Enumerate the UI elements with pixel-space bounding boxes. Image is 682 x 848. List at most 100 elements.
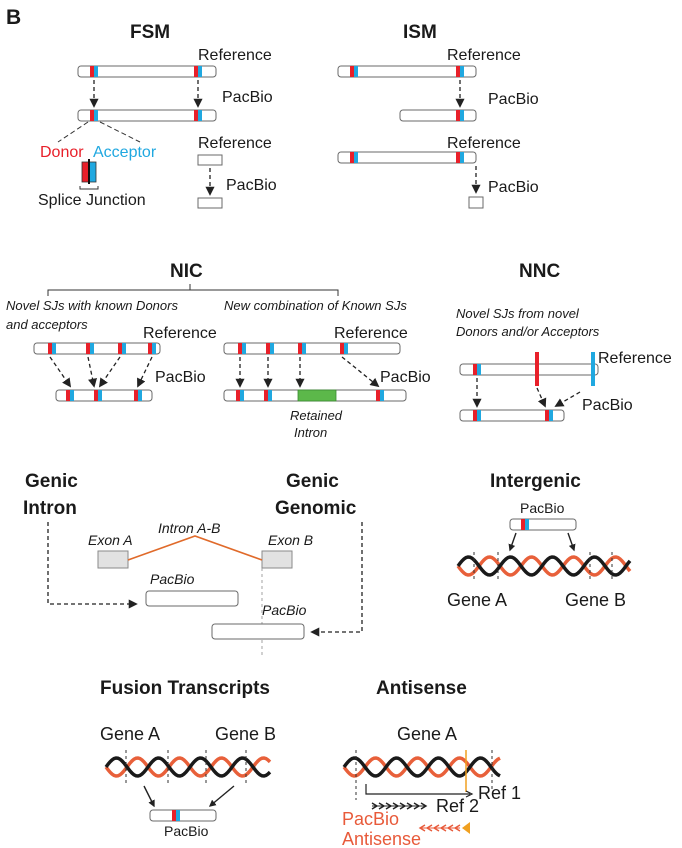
intergenic-pacbio-label: PacBio — [520, 500, 565, 516]
donor-mark — [48, 343, 52, 354]
acceptor-mark — [477, 410, 481, 421]
nnc-desc-2: Donors and/or Acceptors — [456, 324, 600, 339]
genic-genomic-title-2: Genomic — [275, 498, 357, 519]
acceptor-mark — [98, 390, 102, 401]
donor-mark — [473, 364, 477, 375]
fsm-pacbio-label: PacBio — [222, 89, 273, 106]
fusion-arrow — [143, 785, 155, 808]
fsm-section: FSM Reference PacBio Donor Acceptor Spli… — [38, 22, 277, 209]
intergenic-section: Intergenic PacBio Gene A Gene B — [447, 471, 632, 610]
ref2-label: Ref 2 — [436, 796, 479, 816]
ref1-transcript — [365, 784, 470, 795]
donor-mark — [134, 390, 138, 401]
genic-genomic-title-1: Genic — [286, 471, 339, 492]
fusion-arrow — [208, 785, 235, 807]
retained-intron-block — [297, 389, 337, 402]
acceptor-mark — [152, 343, 156, 354]
donor-mark — [264, 390, 268, 401]
genic-intron-transcript — [145, 590, 239, 607]
antisense-title: Antisense — [376, 678, 467, 699]
fusion-gene-b-label: Gene B — [215, 724, 276, 744]
nic-reference-left-label: Reference — [143, 325, 217, 342]
acceptor-mark — [302, 343, 306, 354]
intergenic-transcript — [509, 518, 577, 531]
donor-mark — [172, 810, 176, 821]
donor-mark — [236, 390, 240, 401]
acceptor-mark — [344, 343, 348, 354]
nnc-title: NNC — [519, 261, 560, 282]
donor-mark — [545, 410, 549, 421]
donor-mark — [473, 410, 477, 421]
donor-mark — [266, 343, 270, 354]
nic-reference-right-label: Reference — [334, 325, 408, 342]
donor-mark — [521, 519, 525, 530]
nnc-reference-transcript — [459, 363, 599, 376]
fusion-title: Fusion Transcripts — [100, 678, 270, 699]
acceptor-mark — [242, 343, 246, 354]
acceptor-mark — [477, 364, 481, 375]
genic-genomic-arrow — [310, 522, 363, 637]
retained-intron-label-1: Retained — [290, 408, 343, 423]
acceptor-mark — [354, 152, 358, 163]
donor-mark — [90, 66, 94, 77]
dna-strand-orange — [456, 555, 632, 577]
nnc-desc-1: Novel SJs from novel — [456, 306, 580, 321]
genic-section: Genic Intron Genic Genomic Exon A Intron… — [23, 471, 363, 656]
acceptor-label: Acceptor — [93, 144, 157, 161]
donor-mark — [350, 152, 354, 163]
intergenic-gene-b-label: Gene B — [565, 590, 626, 610]
dna-strand-black — [342, 756, 501, 778]
donor-mark — [456, 110, 460, 121]
acceptor-mark — [70, 390, 74, 401]
intergenic-title: Intergenic — [490, 471, 581, 492]
intron-ab-line — [127, 535, 263, 561]
ism-pacbio-label: PacBio — [488, 91, 539, 108]
fsm-mono-reference — [197, 154, 223, 166]
donor-mark — [118, 343, 122, 354]
ism-pacbio-transcript — [399, 109, 477, 122]
fusion-transcript — [149, 809, 217, 822]
donor-mark — [456, 66, 460, 77]
fusion-section: Fusion Transcripts Gene A Gene B PacBio — [100, 678, 276, 839]
genic-intron-arrow — [47, 522, 138, 609]
exon-b-label: Exon B — [268, 532, 313, 548]
ism-section: ISM Reference PacBio Reference PacBio — [337, 22, 539, 209]
nnc-pacbio-label: PacBio — [582, 397, 633, 414]
fsm-title: FSM — [130, 22, 170, 43]
intergenic-arrow — [508, 532, 517, 552]
antisense-section: Antisense Gene A Ref 1 Ref 2 PacBio Anti… — [342, 678, 521, 848]
acceptor-mark — [94, 66, 98, 77]
ref2-transcript — [371, 802, 428, 810]
ism-reference2-label: Reference — [447, 135, 521, 152]
fsm-mono-pacbio — [197, 197, 223, 209]
ref1-label: Ref 1 — [478, 783, 521, 803]
dna-strand-black — [104, 756, 272, 778]
nic-left-reference — [33, 342, 161, 355]
fsm-reference-label: Reference — [198, 47, 272, 64]
donor-zoom — [81, 161, 90, 183]
donor-mark — [94, 390, 98, 401]
acceptor-mark — [240, 390, 244, 401]
nic-arrow — [87, 356, 97, 388]
exon-a-block — [97, 550, 129, 569]
intergenic-gene-a-label: Gene A — [447, 590, 507, 610]
genic-genomic-transcript — [211, 623, 305, 640]
acceptor-mark — [270, 343, 274, 354]
genic-intron-title-1: Genic — [25, 471, 78, 492]
acceptor-mark — [198, 66, 202, 77]
donor-mark — [340, 343, 344, 354]
nic-arrow — [137, 356, 153, 388]
ism-pacbio2-fragment — [468, 196, 484, 209]
acceptor-mark — [122, 343, 126, 354]
fsm-reference-transcript — [77, 65, 217, 78]
ism-title: ISM — [403, 22, 437, 43]
nnc-reference-label: Reference — [598, 350, 672, 367]
acceptor-zoom — [88, 161, 97, 183]
donor-mark — [238, 343, 242, 354]
donor-mark — [376, 390, 380, 401]
donor-label: Donor — [40, 144, 84, 161]
acceptor-mark — [460, 66, 464, 77]
acceptor-mark — [176, 810, 180, 821]
acceptor-mark — [94, 110, 98, 121]
